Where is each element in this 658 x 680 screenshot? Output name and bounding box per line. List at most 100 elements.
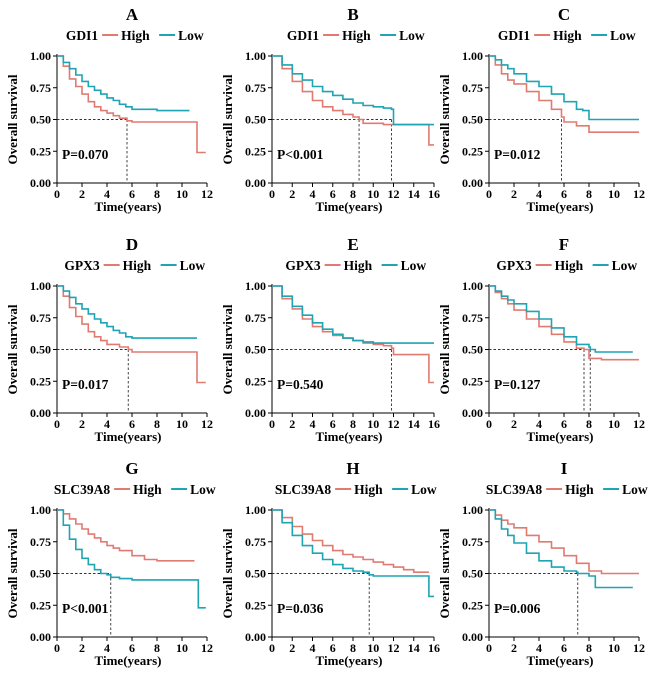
survival-curve-low xyxy=(272,285,434,344)
y-tick-label: 0.50 xyxy=(462,343,483,357)
legend: SLC39A8 High Low xyxy=(54,482,216,497)
panel-letter: G xyxy=(125,459,138,478)
x-axis-label: Time(years) xyxy=(95,653,162,668)
x-tick-label: 0 xyxy=(54,187,60,201)
y-tick-label: 0.00 xyxy=(462,630,483,644)
y-tick-label: 1.00 xyxy=(245,503,266,517)
legend-gene: GPX3 xyxy=(496,258,531,273)
x-tick-label: 4 xyxy=(536,641,542,655)
panel-a: A GDI1 High Low 0.00 0.25 0.50 0.75 1.00 0 2 4 6 8 10 1… xyxy=(5,5,213,214)
x-tick-label: 10 xyxy=(176,187,188,201)
survival-curve-low xyxy=(272,55,434,126)
p-value: P<0.001 xyxy=(62,601,109,616)
y-axis-label: Overall survival xyxy=(5,304,20,394)
legend-high-label: High xyxy=(133,482,162,497)
x-tick-label: 2 xyxy=(79,187,85,201)
x-tick-label: 14 xyxy=(408,187,420,201)
survival-curve-high xyxy=(272,285,434,384)
y-axis-label: Overall survival xyxy=(5,74,20,164)
y-tick-label: 0.50 xyxy=(462,113,483,127)
x-axis-label: Time(years) xyxy=(316,653,383,668)
y-axis-label: Overall survival xyxy=(220,304,235,394)
x-tick-label: 6 xyxy=(330,641,336,655)
x-tick-label: 12 xyxy=(388,187,400,201)
x-tick-label: 2 xyxy=(289,641,295,655)
x-tick-label: 0 xyxy=(486,417,492,431)
panel-d: D GPX3 High Low 0.00 0.25 0.50 0.75 1.00 0 2 4 6 8 10 1… xyxy=(5,235,213,444)
legend-low-label: Low xyxy=(612,258,638,273)
p-value: P<0.001 xyxy=(277,147,324,162)
panel-letter: F xyxy=(559,235,569,254)
legend-gene: SLC39A8 xyxy=(275,482,332,497)
p-value: P=0.012 xyxy=(494,147,541,162)
y-tick-label: 0.50 xyxy=(30,343,51,357)
x-axis-label: Time(years) xyxy=(316,199,383,214)
x-tick-label: 2 xyxy=(289,187,295,201)
legend-gene: GDI1 xyxy=(287,28,320,43)
panel-i: I SLC39A8 High Low 0.00 0.25 0.50 0.75 1.00 0 2 4 6 8… xyxy=(437,459,648,668)
panel-e: E GPX3 High Low 0.00 0.25 0.50 0.75 1.00 0 2 4 6 8 10 1… xyxy=(220,235,440,444)
x-tick-label: 0 xyxy=(486,641,492,655)
y-tick-label: 1.00 xyxy=(30,279,51,293)
y-tick-label: 0.75 xyxy=(245,81,266,95)
x-tick-label: 12 xyxy=(201,187,213,201)
y-tick-label: 0.25 xyxy=(462,598,483,612)
y-axis-label: Overall survival xyxy=(5,528,20,618)
y-tick-label: 0.25 xyxy=(462,144,483,158)
x-tick-label: 10 xyxy=(608,187,620,201)
x-tick-label: 10 xyxy=(176,641,188,655)
y-axis-label: Overall survival xyxy=(437,74,452,164)
panel-letter: I xyxy=(561,459,568,478)
x-tick-label: 10 xyxy=(176,417,188,431)
legend-gene: GDI1 xyxy=(498,28,531,43)
survival-curve-low xyxy=(272,509,434,598)
x-tick-label: 6 xyxy=(561,641,567,655)
legend-gene: SLC39A8 xyxy=(54,482,111,497)
legend-high-label: High xyxy=(121,28,150,43)
survival-curve-high xyxy=(57,509,195,562)
x-tick-label: 12 xyxy=(201,417,213,431)
legend-low-label: Low xyxy=(399,28,425,43)
legend: GPX3 High Low xyxy=(496,258,637,273)
legend-low-label: Low xyxy=(178,28,204,43)
legend: GDI1 High Low xyxy=(498,28,636,43)
x-tick-label: 14 xyxy=(408,417,420,431)
x-tick-label: 2 xyxy=(511,641,517,655)
y-tick-label: 0.75 xyxy=(30,311,51,325)
legend-high-label: High xyxy=(565,482,594,497)
y-tick-label: 0.25 xyxy=(30,374,51,388)
x-tick-label: 10 xyxy=(367,187,379,201)
survival-curve-low xyxy=(57,285,197,339)
legend: SLC39A8 High Low xyxy=(275,482,437,497)
x-tick-label: 0 xyxy=(54,641,60,655)
x-tick-label: 4 xyxy=(104,641,110,655)
legend-high-label: High xyxy=(123,258,152,273)
x-tick-label: 6 xyxy=(561,187,567,201)
survival-curve-low xyxy=(57,55,190,112)
survival-curve-low xyxy=(489,285,633,353)
x-tick-label: 4 xyxy=(104,417,110,431)
legend: GPX3 High Low xyxy=(64,258,205,273)
x-tick-label: 10 xyxy=(367,417,379,431)
x-tick-label: 16 xyxy=(428,187,440,201)
legend: GDI1 High Low xyxy=(287,28,425,43)
legend-high-label: High xyxy=(344,258,373,273)
y-tick-label: 0.00 xyxy=(30,406,51,420)
y-tick-label: 1.00 xyxy=(462,279,483,293)
p-value: P=0.127 xyxy=(494,377,541,392)
legend-low-label: Low xyxy=(401,258,427,273)
p-value: P=0.006 xyxy=(494,601,541,616)
y-tick-label: 0.00 xyxy=(245,176,266,190)
y-tick-label: 0.75 xyxy=(462,81,483,95)
x-tick-label: 0 xyxy=(269,641,275,655)
survival-curve-low xyxy=(489,509,633,589)
y-axis-label: Overall survival xyxy=(220,74,235,164)
y-tick-label: 0.25 xyxy=(462,374,483,388)
x-axis-label: Time(years) xyxy=(527,653,594,668)
y-tick-label: 0.25 xyxy=(245,374,266,388)
y-tick-label: 0.25 xyxy=(30,598,51,612)
survival-curve-high xyxy=(57,285,206,384)
x-tick-label: 8 xyxy=(586,641,592,655)
x-tick-label: 4 xyxy=(104,187,110,201)
